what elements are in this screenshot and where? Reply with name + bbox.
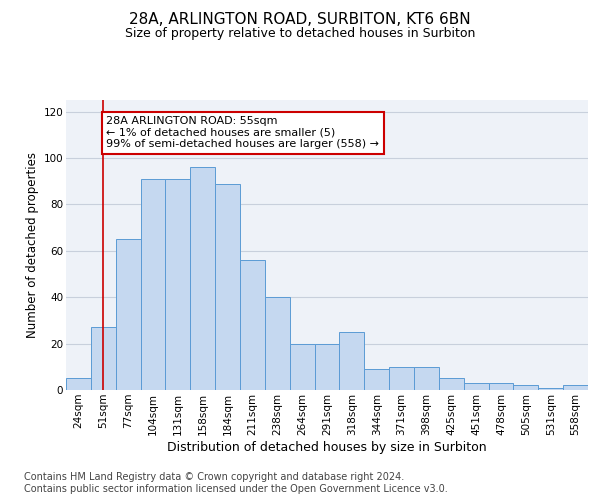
Bar	[66, 378, 91, 390]
Bar	[140, 179, 166, 390]
Bar	[538, 388, 563, 390]
Bar	[91, 328, 116, 390]
Bar	[563, 386, 588, 390]
Bar	[190, 168, 215, 390]
Bar	[514, 386, 538, 390]
Bar	[265, 297, 290, 390]
Bar	[166, 179, 190, 390]
Bar	[488, 383, 514, 390]
Bar	[389, 367, 414, 390]
Bar	[340, 332, 364, 390]
Text: 28A, ARLINGTON ROAD, SURBITON, KT6 6BN: 28A, ARLINGTON ROAD, SURBITON, KT6 6BN	[129, 12, 471, 28]
Bar	[290, 344, 314, 390]
Bar	[464, 383, 488, 390]
Bar	[439, 378, 464, 390]
Bar	[240, 260, 265, 390]
Bar	[314, 344, 340, 390]
Text: Contains HM Land Registry data © Crown copyright and database right 2024.
Contai: Contains HM Land Registry data © Crown c…	[24, 472, 448, 494]
Bar	[215, 184, 240, 390]
Y-axis label: Number of detached properties: Number of detached properties	[26, 152, 40, 338]
Bar	[116, 239, 140, 390]
Text: 28A ARLINGTON ROAD: 55sqm
← 1% of detached houses are smaller (5)
99% of semi-de: 28A ARLINGTON ROAD: 55sqm ← 1% of detach…	[106, 116, 379, 150]
Text: Distribution of detached houses by size in Surbiton: Distribution of detached houses by size …	[167, 441, 487, 454]
Text: Size of property relative to detached houses in Surbiton: Size of property relative to detached ho…	[125, 28, 475, 40]
Bar	[414, 367, 439, 390]
Bar	[364, 369, 389, 390]
